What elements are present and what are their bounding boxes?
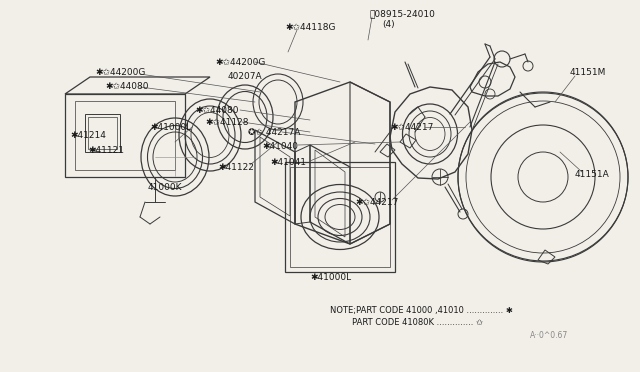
Text: 41151A: 41151A xyxy=(575,170,610,179)
Text: 40207A: 40207A xyxy=(228,71,262,80)
Text: ✱41122: ✱41122 xyxy=(218,163,254,171)
Text: ✱✩41128: ✱✩41128 xyxy=(205,118,248,126)
Text: ✱✩44200G: ✱✩44200G xyxy=(215,58,266,67)
Text: PART CODE 41080K .............. ✩: PART CODE 41080K .............. ✩ xyxy=(352,317,483,327)
Text: ✱✩44217: ✱✩44217 xyxy=(355,198,398,206)
Text: Ⓠ08915-24010: Ⓠ08915-24010 xyxy=(370,10,436,19)
Text: 41151M: 41151M xyxy=(570,67,606,77)
Text: ✱41041: ✱41041 xyxy=(270,157,306,167)
Text: NOTE;PART CODE 41000 ,41010 .............. ✱: NOTE;PART CODE 41000 ,41010 ............… xyxy=(330,305,513,314)
Text: ✱✩44217: ✱✩44217 xyxy=(390,122,433,131)
Text: (4): (4) xyxy=(382,19,395,29)
Text: ✪✩ 44217A: ✪✩ 44217A xyxy=(248,128,300,137)
Text: ✱41000L: ✱41000L xyxy=(310,273,351,282)
Text: 41000K: 41000K xyxy=(148,183,182,192)
Text: ✱41214: ✱41214 xyxy=(70,131,106,140)
Text: A··0^0.67: A··0^0.67 xyxy=(530,331,568,340)
Text: ✱41000L: ✱41000L xyxy=(150,122,191,131)
Text: ✱✩44080: ✱✩44080 xyxy=(195,106,239,115)
Text: ✱41040: ✱41040 xyxy=(262,141,298,151)
Text: ✱✩44118G: ✱✩44118G xyxy=(285,22,335,32)
Text: ✱✩44080: ✱✩44080 xyxy=(105,81,148,90)
Text: ✱41121: ✱41121 xyxy=(88,145,124,154)
Text: ✱✩44200G: ✱✩44200G xyxy=(95,67,145,77)
